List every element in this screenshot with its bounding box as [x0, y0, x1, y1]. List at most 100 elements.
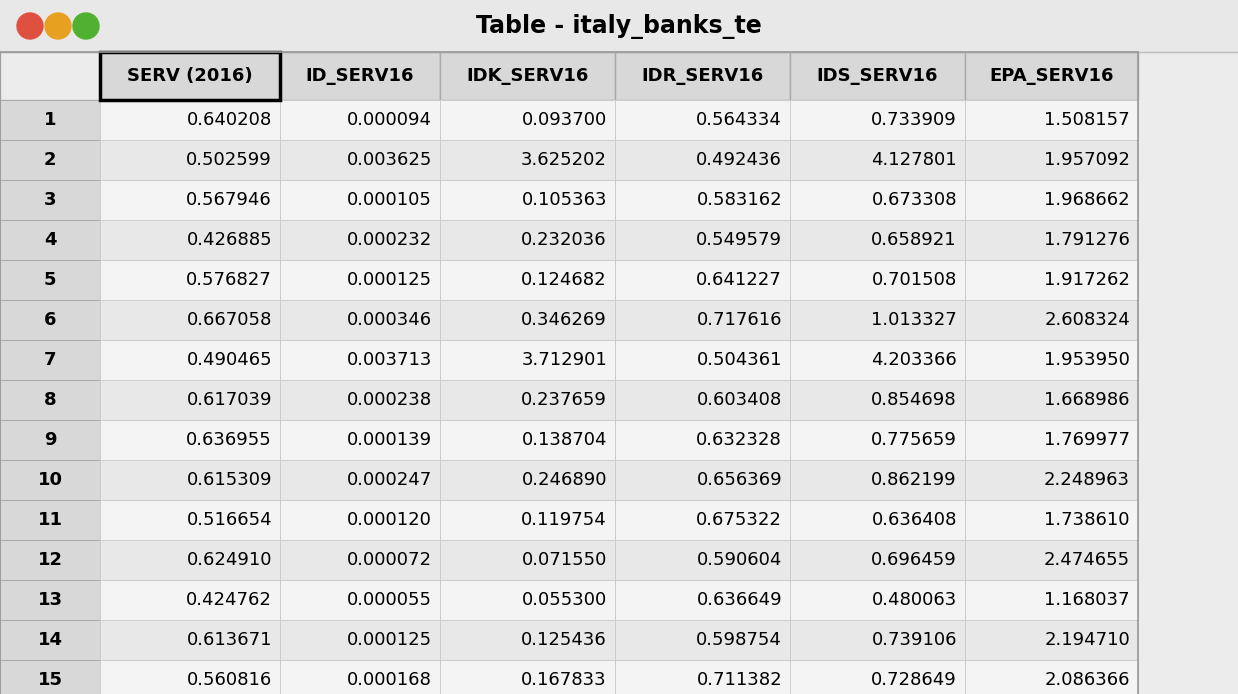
- Bar: [439, 660, 615, 694]
- Text: 0.564334: 0.564334: [696, 111, 782, 129]
- Text: 0.502599: 0.502599: [186, 151, 272, 169]
- Bar: [100, 180, 280, 220]
- Bar: [100, 300, 280, 340]
- Bar: [280, 420, 439, 460]
- Text: 0.426885: 0.426885: [187, 231, 272, 249]
- Bar: [0, 460, 100, 500]
- Bar: [100, 340, 280, 380]
- Bar: [439, 620, 615, 660]
- Text: 0.617039: 0.617039: [187, 391, 272, 409]
- Bar: [790, 260, 964, 300]
- Bar: [0, 660, 100, 694]
- Bar: [790, 500, 964, 540]
- Text: 1.738610: 1.738610: [1045, 511, 1130, 529]
- Bar: [0, 100, 100, 140]
- Bar: [280, 620, 439, 660]
- Circle shape: [45, 13, 71, 39]
- Bar: [964, 380, 1138, 420]
- Bar: [0, 500, 100, 540]
- Bar: [964, 660, 1138, 694]
- Text: 2: 2: [43, 151, 56, 169]
- Bar: [615, 460, 790, 500]
- Bar: [280, 580, 439, 620]
- Text: 0.125436: 0.125436: [521, 631, 607, 649]
- Bar: [0, 180, 100, 220]
- Bar: [280, 180, 439, 220]
- Text: 13: 13: [37, 591, 62, 609]
- Text: 0.656369: 0.656369: [696, 471, 782, 489]
- Text: 7: 7: [43, 351, 56, 369]
- Text: 0.424762: 0.424762: [186, 591, 272, 609]
- Text: 0.246890: 0.246890: [521, 471, 607, 489]
- Text: 0.516654: 0.516654: [187, 511, 272, 529]
- Text: 0.590604: 0.590604: [697, 551, 782, 569]
- Text: 0.739106: 0.739106: [872, 631, 957, 649]
- Bar: [790, 300, 964, 340]
- Bar: [0, 260, 100, 300]
- Bar: [100, 380, 280, 420]
- Bar: [790, 380, 964, 420]
- Bar: [0, 340, 100, 380]
- Text: 4.203366: 4.203366: [872, 351, 957, 369]
- Text: 0.603408: 0.603408: [697, 391, 782, 409]
- Bar: [615, 180, 790, 220]
- Text: 0.504361: 0.504361: [697, 351, 782, 369]
- Text: 0.854698: 0.854698: [872, 391, 957, 409]
- Text: 11: 11: [37, 511, 62, 529]
- Bar: [964, 540, 1138, 580]
- Bar: [615, 620, 790, 660]
- Text: 0.775659: 0.775659: [872, 431, 957, 449]
- Text: 1.968662: 1.968662: [1045, 191, 1130, 209]
- Text: 0.093700: 0.093700: [521, 111, 607, 129]
- Text: 2.608324: 2.608324: [1044, 311, 1130, 329]
- Text: 3.712901: 3.712901: [521, 351, 607, 369]
- Bar: [280, 660, 439, 694]
- Text: 0.598754: 0.598754: [696, 631, 782, 649]
- Text: 0.119754: 0.119754: [521, 511, 607, 529]
- Bar: [964, 500, 1138, 540]
- Text: 0.000139: 0.000139: [347, 431, 432, 449]
- Text: 0.071550: 0.071550: [521, 551, 607, 569]
- Text: 0.000125: 0.000125: [347, 271, 432, 289]
- Text: 0.636955: 0.636955: [186, 431, 272, 449]
- Bar: [0, 620, 100, 660]
- Circle shape: [17, 13, 43, 39]
- Text: 2.248963: 2.248963: [1044, 471, 1130, 489]
- Text: 0.567946: 0.567946: [186, 191, 272, 209]
- Text: 0.636649: 0.636649: [696, 591, 782, 609]
- Text: 3: 3: [43, 191, 56, 209]
- Bar: [790, 540, 964, 580]
- Text: 0.658921: 0.658921: [872, 231, 957, 249]
- Bar: [439, 540, 615, 580]
- Bar: [439, 220, 615, 260]
- Bar: [280, 140, 439, 180]
- Text: 12: 12: [37, 551, 62, 569]
- Bar: [439, 100, 615, 140]
- Text: 0.000094: 0.000094: [347, 111, 432, 129]
- Text: EPA_SERV16: EPA_SERV16: [989, 67, 1114, 85]
- Text: 0.632328: 0.632328: [696, 431, 782, 449]
- Bar: [439, 180, 615, 220]
- Text: 0.003713: 0.003713: [347, 351, 432, 369]
- Text: 1.953950: 1.953950: [1044, 351, 1130, 369]
- Bar: [964, 580, 1138, 620]
- Bar: [100, 460, 280, 500]
- Bar: [0, 540, 100, 580]
- Bar: [964, 420, 1138, 460]
- Bar: [280, 380, 439, 420]
- Text: 0.490465: 0.490465: [187, 351, 272, 369]
- Bar: [615, 100, 790, 140]
- Bar: [964, 180, 1138, 220]
- Text: IDS_SERV16: IDS_SERV16: [817, 67, 938, 85]
- Text: 1: 1: [43, 111, 56, 129]
- Text: 0.641227: 0.641227: [696, 271, 782, 289]
- Text: IDK_SERV16: IDK_SERV16: [467, 67, 589, 85]
- Text: 1.508157: 1.508157: [1045, 111, 1130, 129]
- Text: 14: 14: [37, 631, 62, 649]
- Bar: [790, 620, 964, 660]
- Bar: [0, 140, 100, 180]
- Bar: [0, 220, 100, 260]
- Text: 0.167833: 0.167833: [521, 671, 607, 689]
- Bar: [439, 300, 615, 340]
- Text: 3.625202: 3.625202: [521, 151, 607, 169]
